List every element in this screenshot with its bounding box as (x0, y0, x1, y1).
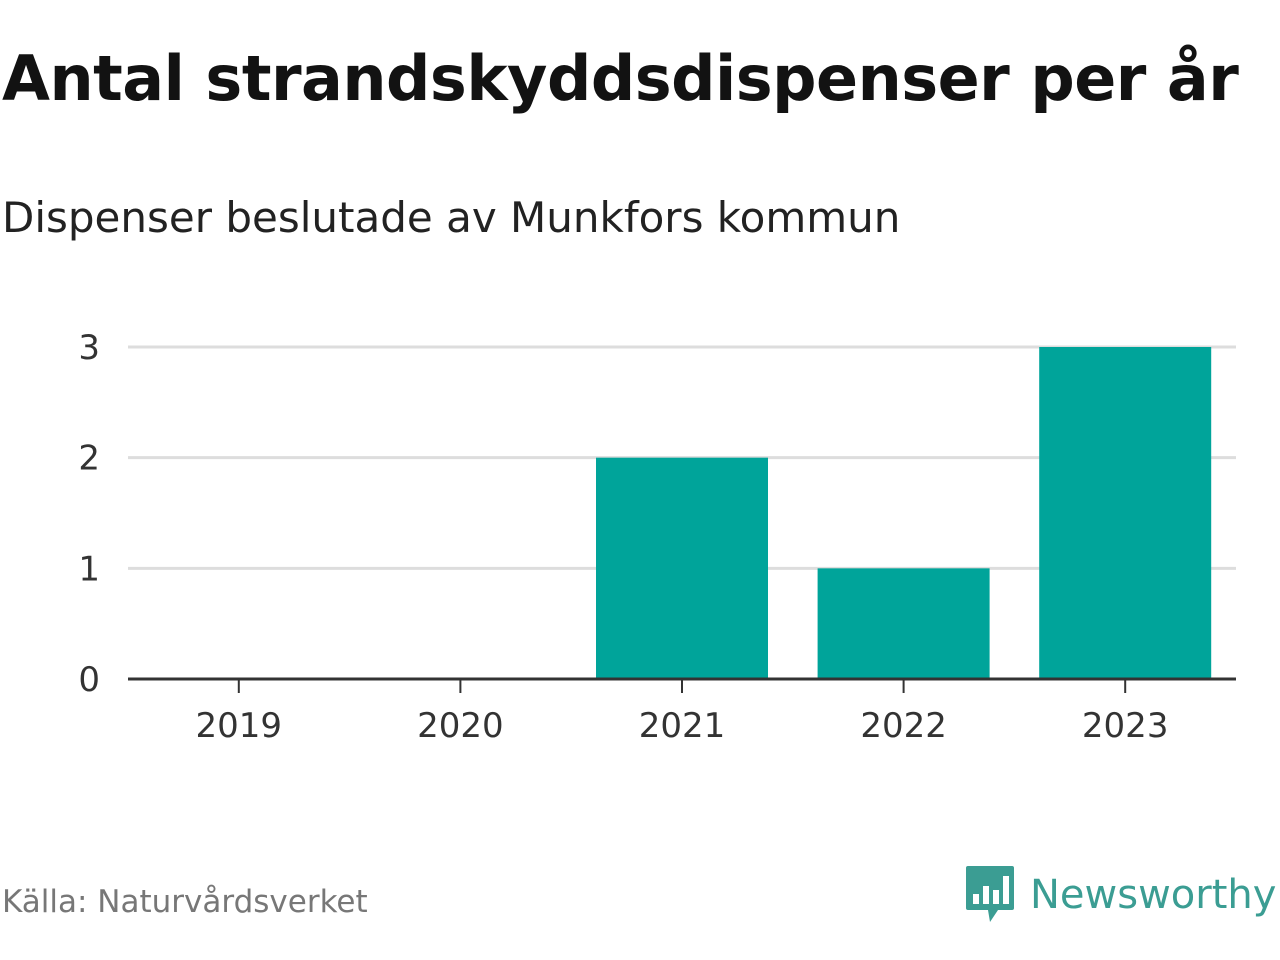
bar-2021 (596, 457, 768, 679)
x-tick-label: 2019 (196, 706, 283, 746)
bar-chart: 0 1 2 3 2019 2020 2021 2022 2023 (78, 328, 1236, 746)
bar-2022 (817, 568, 990, 679)
bars (596, 347, 1212, 679)
chart-title: Antal strandskyddsdispenser per år (2, 42, 1239, 115)
y-tick-label: 0 (78, 660, 100, 700)
bar-2023 (1039, 347, 1212, 679)
x-tick-label: 2020 (417, 706, 504, 746)
y-tick-label: 1 (78, 549, 100, 589)
chart-subtitle: Dispenser beslutade av Munkfors kommun (2, 193, 901, 242)
x-tick-label: 2022 (860, 706, 947, 746)
source-note: Källa: Naturvårdsverket (2, 884, 368, 920)
newsworthy-logo-icon (966, 866, 1014, 922)
x-tick-label: 2021 (639, 706, 726, 746)
brand-name: Newsworthy (1030, 872, 1277, 918)
brand-logo: Newsworthy (964, 862, 1276, 928)
y-tick-label: 2 (78, 439, 100, 479)
axes: 0 1 2 3 2019 2020 2021 2022 2023 (78, 328, 1236, 746)
y-tick-label: 3 (78, 328, 100, 368)
x-tick-label: 2023 (1082, 706, 1169, 746)
